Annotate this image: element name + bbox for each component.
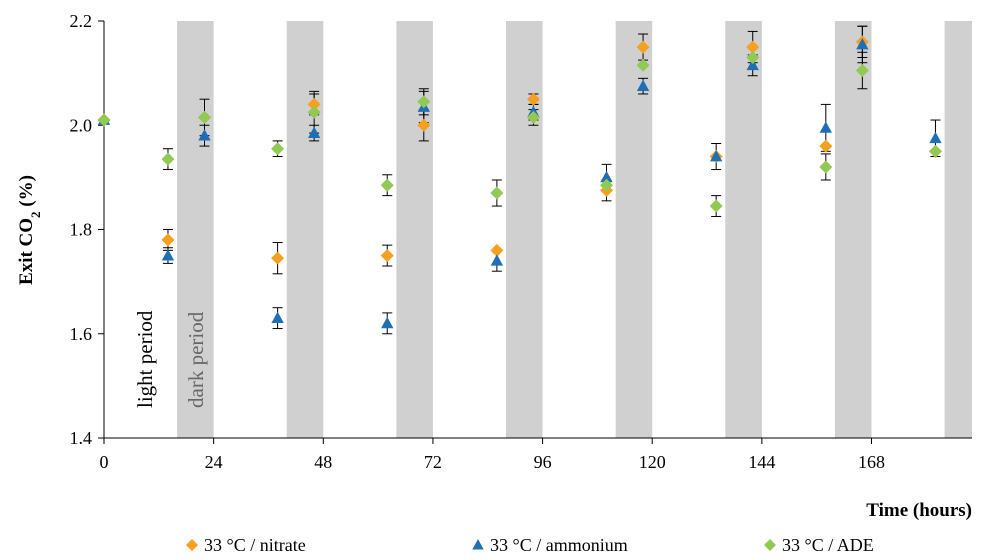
point-series-1 [746,58,759,71]
x-tick-label: 144 [748,452,775,472]
dark-band-7 [944,21,972,438]
x-tick-label: 96 [534,452,552,472]
point-series-0 [417,118,431,132]
point-series-2 [600,178,614,192]
x-axis-title: Time (hours) [866,500,972,521]
point-series-0 [307,97,321,111]
point-series-1 [636,79,650,92]
data-points [97,35,942,329]
point-series-1 [271,311,284,323]
point-series-2 [819,160,833,174]
point-series-0 [526,92,540,106]
point-series-2 [636,58,650,72]
y-tick-label: 1.8 [70,220,93,240]
legend: 33 °C / nitrate 33 °C / ammonium 33 °C / A… [186,535,874,555]
dark-band-2 [396,21,433,438]
y-axis-title-suffix: (%) [16,175,37,211]
point-series-2 [928,144,942,158]
dark-band-3 [506,21,543,438]
x-tick-label: 120 [639,452,666,472]
dark-period-label: dark period [184,311,208,408]
axes: 1.4 1.6 1.8 2.0 2.2 0 24 48 72 96 120 144 168 [70,11,972,472]
point-series-1 [819,121,832,133]
legend-label-2: 33 °C / ADE [782,535,874,555]
y-tick-label: 2.0 [70,115,93,135]
point-series-0 [490,243,504,257]
error-bars [162,25,941,335]
x-tick-label: 24 [205,452,223,472]
legend-label-0: 33 °C / nitrate [204,535,306,555]
point-series-2 [198,110,212,124]
dark-band-5 [725,21,762,438]
y-axis-title-main: Exit CO [16,218,37,285]
point-series-0 [271,251,285,265]
point-series-2 [97,113,111,127]
point-series-2 [709,199,723,213]
y-tick-label: 1.4 [70,428,93,448]
dark-band-0 [177,21,214,438]
point-series-1 [307,126,321,138]
point-series-2 [746,50,760,64]
point-series-2 [526,110,540,124]
point-series-1 [198,129,211,141]
legend-marker-1 [472,539,484,550]
dark-band-6 [834,21,872,438]
point-series-0 [161,233,175,247]
point-series-1 [161,249,175,261]
point-series-2 [490,186,504,200]
point-series-2 [380,178,394,192]
point-series-0 [636,40,650,54]
point-series-1 [490,254,504,266]
point-series-1 [381,316,394,329]
light-period-label: light period [133,310,157,408]
point-series-1 [600,170,613,183]
dark-band-4 [615,21,653,438]
legend-marker-2 [764,539,776,551]
point-series-1 [929,131,942,144]
point-series-1 [856,37,869,50]
point-series-2 [271,142,285,156]
dark-period-bands [177,21,972,438]
x-tick-label: 72 [424,452,442,472]
y-axis-title: Exit CO2 (%) [16,175,43,285]
y-tick-label: 2.2 [70,11,93,31]
x-tick-label: 0 [100,452,109,472]
point-series-2 [161,152,175,166]
point-series-2 [417,95,431,109]
point-series-0 [746,40,760,54]
point-series-2 [307,105,321,119]
dark-band-1 [286,21,324,438]
x-tick-label: 48 [314,452,332,472]
y-tick-label: 1.6 [70,324,93,344]
legend-label-1: 33 °C / ammonium [490,535,628,555]
point-series-0 [380,249,394,263]
point-series-2 [855,64,869,78]
point-series-1 [709,150,723,162]
x-tick-label: 168 [858,452,885,472]
y-axis-title-sub: 2 [28,211,43,218]
legend-marker-0 [186,539,198,551]
point-series-0 [819,139,833,153]
